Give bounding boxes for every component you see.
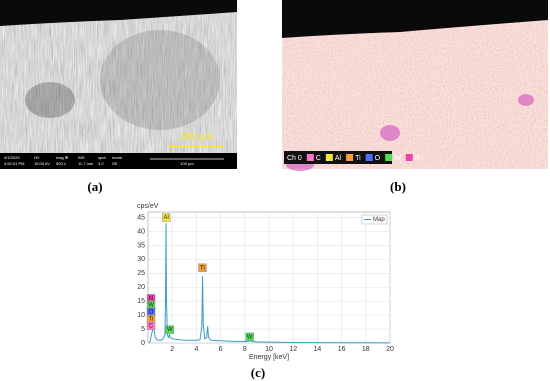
caption: (a) xyxy=(87,179,102,194)
legend-label: C xyxy=(316,155,321,162)
info-label: mode xyxy=(112,155,123,160)
legend-swatch xyxy=(346,154,354,161)
y-tick-label: 25 xyxy=(137,270,145,277)
legend-label: O xyxy=(375,155,381,162)
legend-box xyxy=(361,214,388,225)
element-tag xyxy=(146,321,156,330)
info-label: spot xyxy=(98,155,106,160)
element-label: W xyxy=(148,303,154,309)
x-axis-label: Energy [keV] xyxy=(249,354,289,361)
element-label: O xyxy=(149,309,154,315)
element-tag xyxy=(161,213,171,222)
legend-swatch xyxy=(365,154,373,161)
info-label: 4/1/2025 xyxy=(4,155,20,160)
eds-map: Ch 0 C Al Ti O W N xyxy=(282,0,548,171)
element-tag xyxy=(165,325,174,334)
y-tick-label: 10 xyxy=(137,312,145,319)
x-tick-label: 2 xyxy=(170,346,174,353)
y-tick-label: 30 xyxy=(137,256,145,263)
element-label: Al xyxy=(163,215,168,221)
element-label: W xyxy=(247,334,253,340)
element-label: N xyxy=(149,296,153,302)
info-label: HV xyxy=(34,155,40,160)
element-tag xyxy=(245,332,254,342)
y-tick-label: 40 xyxy=(137,228,145,235)
y-tick-label: 45 xyxy=(137,214,145,221)
legend-label: N xyxy=(415,155,420,162)
x-tick-label: 12 xyxy=(289,346,297,353)
info-value: 4:52:01 PM xyxy=(4,161,24,166)
y-tick-label: 0 xyxy=(141,340,145,347)
spectrum-chart: 0 5 10 15 20 25 30 35 40 45 2 4 6 8 10 12 14 16 18 20 cps/eV… xyxy=(137,203,394,361)
legend-swatch xyxy=(306,154,314,161)
y-tick-label: 5 xyxy=(141,326,145,333)
info-value: SE xyxy=(112,161,118,166)
info-value: 3.0 xyxy=(98,161,104,166)
element-tag xyxy=(198,263,207,272)
legend-label: Map xyxy=(373,217,385,223)
legend-label: Al xyxy=(335,155,342,162)
x-tick-label: 8 xyxy=(243,346,247,353)
y-tick-label: 35 xyxy=(137,242,145,249)
legend-label: Ti xyxy=(355,155,361,162)
x-tick-label: 6 xyxy=(219,346,223,353)
element-label: W xyxy=(167,327,173,333)
element-label: C xyxy=(149,323,154,329)
legend-label: W xyxy=(394,155,401,162)
legend-swatch xyxy=(325,154,333,161)
x-tick-label: 4 xyxy=(194,346,198,353)
info-label: mag ⊞ xyxy=(56,155,68,160)
element-label: Ti xyxy=(200,265,205,271)
legend-swatch xyxy=(385,154,393,161)
caption: (b) xyxy=(390,179,406,194)
info-value: 500 x xyxy=(56,161,66,166)
info-value: 15.00 kV xyxy=(34,161,50,166)
info-value: 11.7 mm xyxy=(78,161,94,166)
y-tick-label: 15 xyxy=(137,298,145,305)
info-scale: 100 µm xyxy=(180,161,194,166)
element-label: Ti xyxy=(149,317,154,323)
info-label: WD xyxy=(78,155,85,160)
legend-swatch xyxy=(405,154,413,161)
y-axis-label: cps/eV xyxy=(137,203,159,210)
scale-bar-label: 100 µm xyxy=(179,132,213,143)
x-tick-label: 18 xyxy=(362,346,370,353)
x-tick-label: 20 xyxy=(386,346,394,353)
legend-label: Ch 0 xyxy=(287,155,302,162)
y-tick-label: 20 xyxy=(137,284,145,291)
x-tick-label: 10 xyxy=(265,346,273,353)
x-tick-label: 16 xyxy=(338,346,346,353)
x-tick-label: 14 xyxy=(314,346,322,353)
caption: (c) xyxy=(251,365,265,380)
